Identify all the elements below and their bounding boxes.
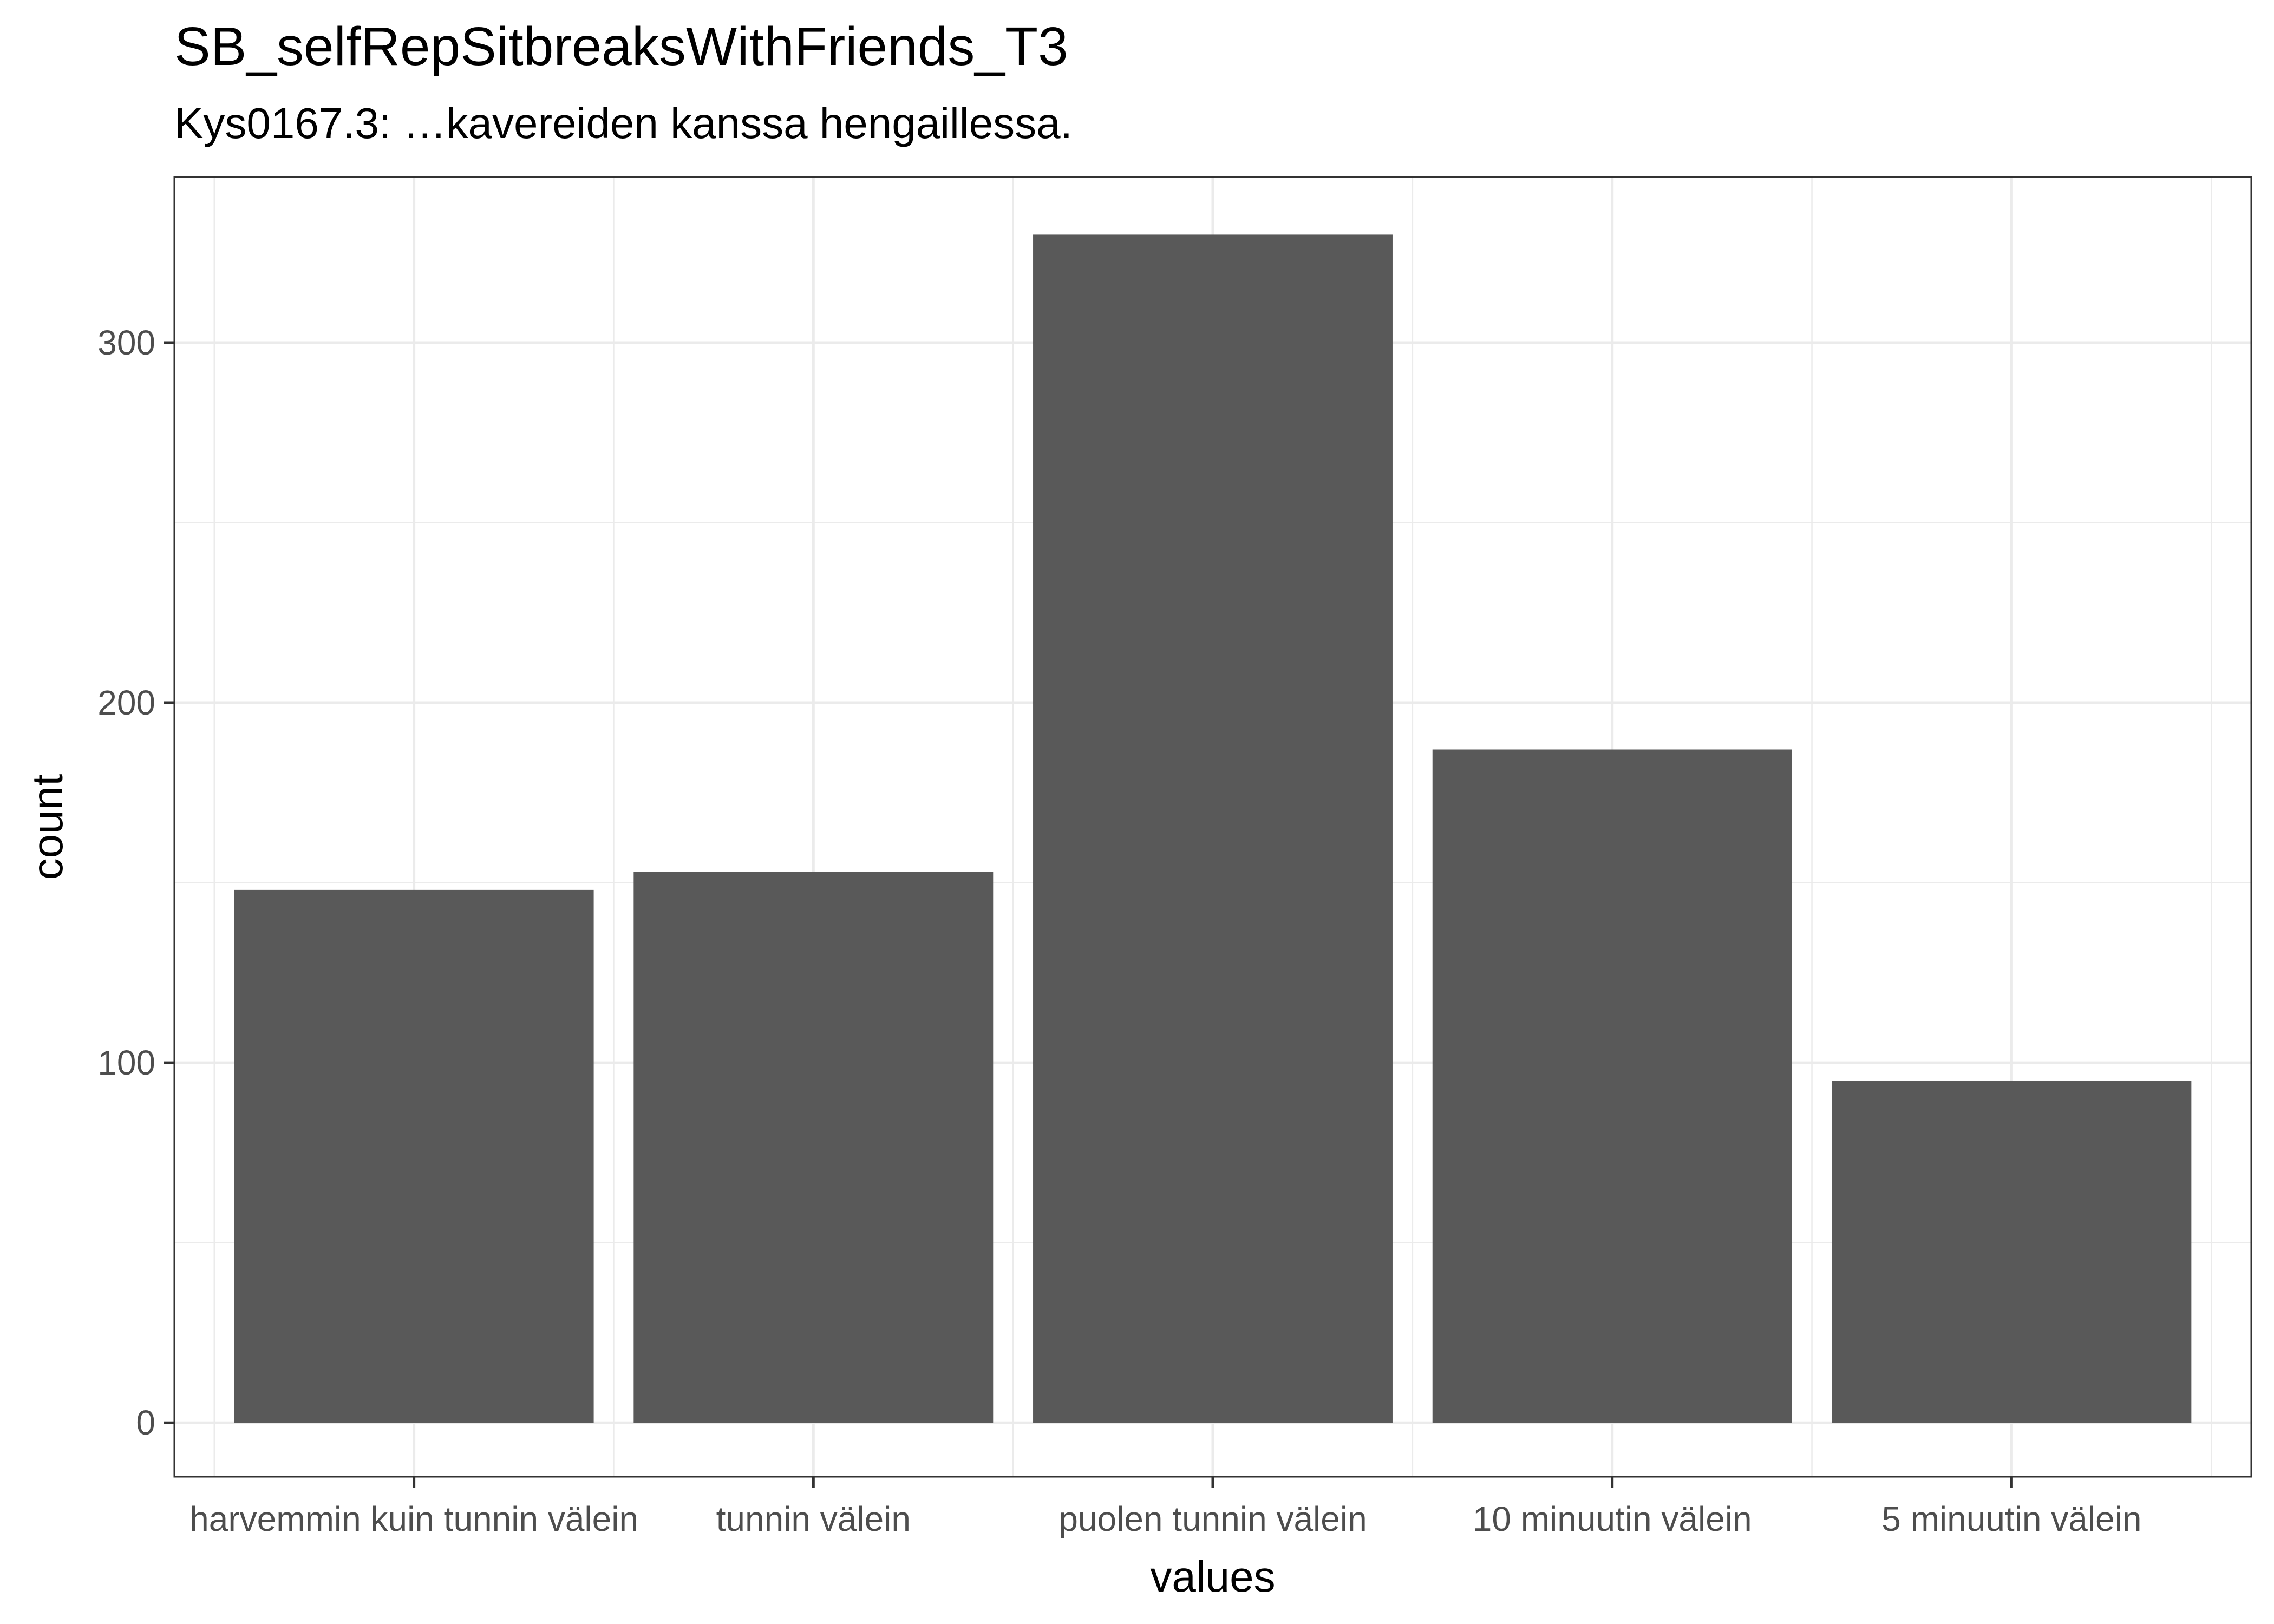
bar [234, 889, 594, 1423]
y-tick-label: 300 [97, 323, 155, 362]
x-axis: harvemmin kuin tunnin välein tunnin välei… [190, 1477, 2142, 1538]
x-tick-label: harvemmin kuin tunnin välein [190, 1499, 638, 1538]
chart-title: SB_selfRepSitbreaksWithFriends_T3 [174, 16, 1068, 77]
y-tick-label: 0 [136, 1403, 155, 1442]
bar [1033, 234, 1393, 1423]
chart-subtitle: Kys0167.3: …kavereiden kanssa hengailles… [174, 99, 1073, 147]
x-tick-label: 5 minuutin välein [1881, 1499, 2141, 1538]
bar [633, 872, 994, 1423]
y-tick-label: 100 [97, 1043, 155, 1082]
y-axis-title: count [23, 774, 71, 880]
x-tick-label: 10 minuutin välein [1473, 1499, 1752, 1538]
bar [1432, 749, 1792, 1423]
x-tick-label: puolen tunnin välein [1058, 1499, 1367, 1538]
x-tick-label: tunnin välein [716, 1499, 911, 1538]
y-axis: 0 100 200 300 [97, 323, 174, 1442]
bars [234, 234, 2192, 1423]
bar [1832, 1081, 2192, 1423]
y-tick-label: 200 [97, 683, 155, 722]
x-axis-title: values [1150, 1553, 1275, 1601]
